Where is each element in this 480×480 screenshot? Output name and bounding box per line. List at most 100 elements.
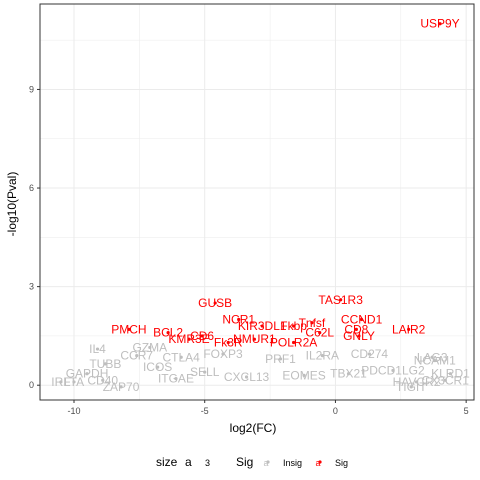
axes: -10 -5 0 5 0 3 6 9 [29, 84, 469, 416]
sig-point-label: Fk3R [214, 335, 243, 349]
insig-point [174, 377, 178, 381]
x-axis-title: log2(FC) [230, 421, 277, 435]
insig-point-label: TIGIT [396, 380, 427, 394]
insig-point [443, 378, 447, 382]
legend-key-sig-letter: a [315, 458, 320, 468]
x-tick-label: 0 [333, 406, 338, 416]
insig-point-label: LTA [64, 375, 84, 389]
y-tick-label: 3 [29, 282, 34, 292]
insig-point [320, 354, 324, 358]
insig-point [391, 368, 395, 373]
insig-point [179, 355, 183, 359]
insig-point [433, 358, 437, 363]
sig-point-label: Fkbp [280, 319, 307, 333]
insig-point [414, 380, 419, 384]
sig-point-label: USP9Y [420, 17, 459, 31]
insig-point [346, 372, 351, 376]
insig-point [119, 385, 123, 389]
insig-point-label: CCR7 [120, 349, 153, 363]
insig-point [367, 352, 372, 356]
sig-point-label: KMR3E [168, 332, 209, 346]
legend-key-insig-letter: a [263, 458, 268, 468]
insig-point [148, 345, 152, 350]
legend-color-title: Sig [236, 455, 253, 469]
insig-point-label: LAG3 [417, 350, 448, 364]
x-tick-label: -10 [67, 406, 80, 416]
insig-point-label: IRF [51, 375, 70, 389]
insig-point-label: ZAP70 [103, 380, 140, 394]
sig-point-label: GNLY [343, 329, 375, 343]
insig-point-label: SELL [190, 365, 220, 379]
significant-points: USP9Y GUSB TAS1R3 NCR1 Tnfsf CCND1 KIR3DL1Fkbp… [111, 17, 459, 350]
insig-point-label: GZMA [132, 340, 167, 354]
insig-point-label: NCAM1 [414, 354, 456, 368]
insig-point-label: PDCD1LG2 [361, 363, 425, 377]
sig-point-label: CD6 [190, 329, 214, 343]
insig-point [244, 375, 249, 379]
sig-point [339, 298, 343, 302]
insig-point-label: ICOS [143, 360, 172, 374]
sig-point [226, 340, 230, 345]
sig-point [237, 317, 241, 322]
insig-point-label: GAPDH [66, 367, 109, 381]
sig-point [354, 327, 358, 331]
sig-point-label: TAS1R3 [318, 293, 363, 307]
insig-point [409, 385, 413, 389]
sig-point-label: POLR2A [270, 335, 317, 349]
insig-point [103, 362, 107, 366]
insig-point [448, 372, 453, 376]
insig-point [156, 365, 160, 369]
insig-point-label: CX3CR1 [422, 373, 470, 387]
insig-point [135, 354, 139, 358]
sig-point-label: BCL2 [153, 326, 183, 340]
sig-point [213, 301, 217, 305]
insig-point-label: PRF1 [265, 352, 296, 366]
sig-point-label: LAIR2 [392, 322, 426, 336]
insig-point-label: TBX21 [330, 367, 367, 381]
legend-label-insig: Insig [283, 458, 302, 468]
sig-point [292, 340, 296, 345]
insig-point-label: IL4 [89, 342, 106, 356]
insig-point [221, 352, 225, 356]
x-tick-label: 5 [464, 406, 469, 416]
y-tick-label: 0 [29, 380, 34, 390]
sig-point [310, 321, 314, 325]
sig-point [407, 327, 411, 331]
legend-label-sig: Sig [335, 458, 348, 468]
legend-size-key: a [185, 455, 192, 469]
legend-size-title: size [156, 455, 178, 469]
insig-point-label: FOXP3 [203, 347, 243, 361]
sig-point [200, 334, 204, 338]
insig-point [85, 372, 89, 376]
legend-size-value: 3 [205, 458, 210, 468]
sig-point-label: GUSB [198, 296, 232, 310]
legend-key-insig-dot [266, 460, 270, 464]
sig-point [127, 327, 131, 331]
insig-point [72, 380, 76, 384]
sig-point-label: Tnfsf [299, 316, 326, 330]
y-tick-label: 9 [29, 84, 34, 94]
insig-point-label: IL2RA [306, 349, 339, 363]
insig-point-label: CXCL13 [224, 370, 270, 384]
insig-point-label: ITGAE [158, 372, 194, 386]
insig-point-label: KLRD1 [431, 367, 470, 381]
sig-point [292, 324, 296, 328]
insig-point [101, 378, 105, 382]
sig-point-label: C62L [305, 326, 334, 340]
sig-point-label: CD8 [344, 322, 368, 336]
sig-point-label: NMUR1 [233, 332, 276, 346]
insig-point [302, 373, 306, 377]
insig-point [203, 370, 207, 374]
y-axis-title: -log10(Pval) [5, 172, 19, 237]
sig-point [260, 324, 264, 328]
sig-point [359, 317, 364, 322]
gridlines [40, 4, 474, 400]
insignificant-points: IL4LTAIRFGAPDHTUBBCD40ZAP70CCR7GZMAICOSC… [51, 340, 470, 393]
insig-point [430, 355, 434, 359]
sig-point [357, 334, 361, 338]
sig-point-label: PMCH [111, 322, 146, 336]
insig-point [278, 357, 283, 361]
insig-point-label: CD274 [351, 347, 389, 361]
legend: size a 3 Sig a Insig a Sig [156, 455, 348, 469]
